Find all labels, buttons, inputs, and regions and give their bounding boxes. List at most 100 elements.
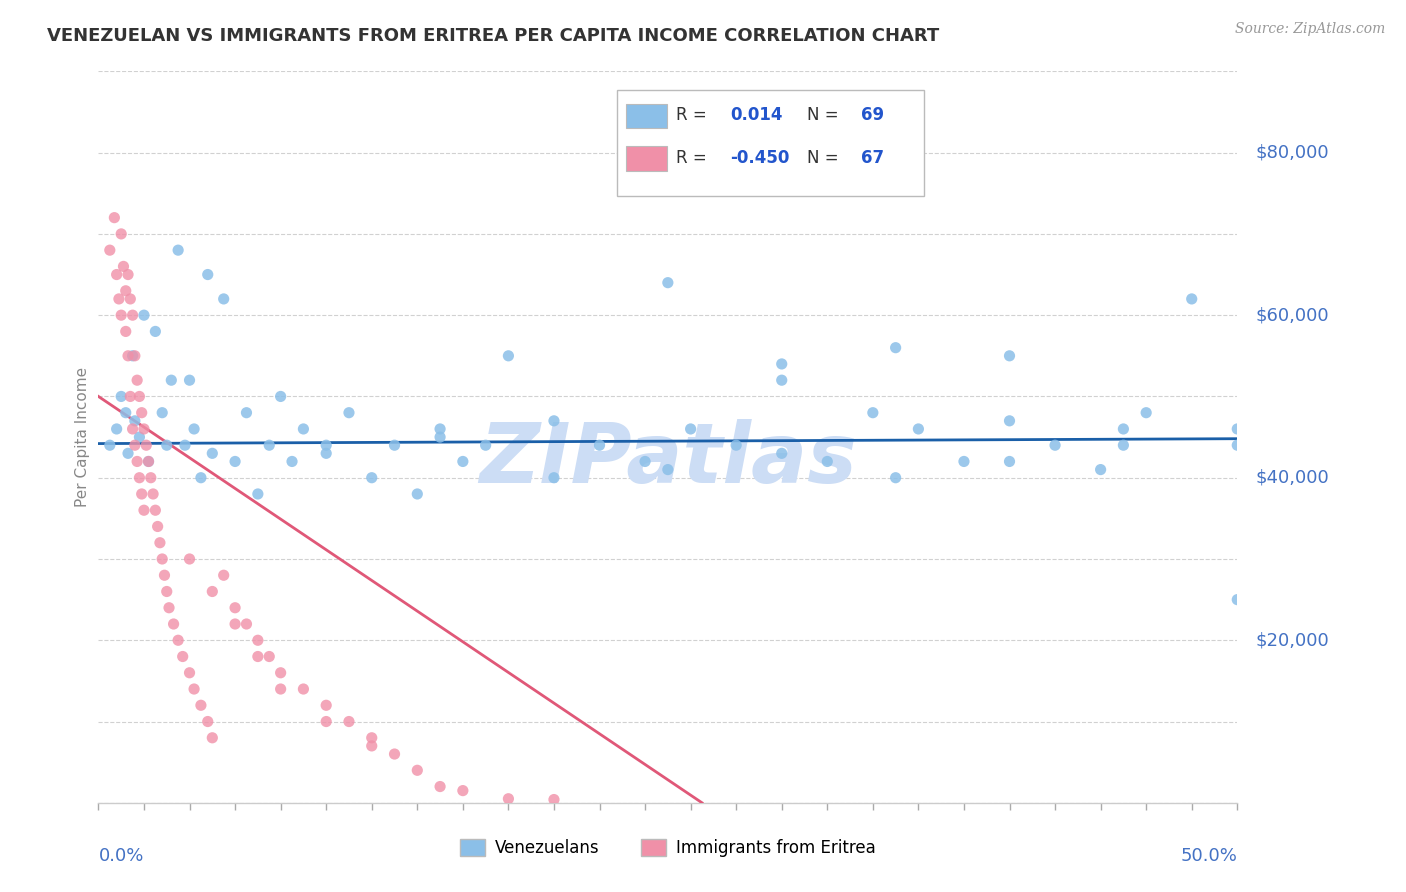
Point bbox=[270, 681, 292, 696]
Point bbox=[270, 389, 292, 403]
Point bbox=[679, 422, 702, 436]
Point bbox=[315, 698, 337, 713]
Point bbox=[281, 454, 304, 468]
Point bbox=[953, 454, 976, 468]
Point bbox=[174, 438, 197, 452]
Point bbox=[121, 422, 143, 436]
Point bbox=[190, 471, 212, 485]
Point bbox=[212, 568, 235, 582]
Point bbox=[120, 292, 142, 306]
Point bbox=[128, 389, 150, 403]
Text: N =: N = bbox=[807, 106, 844, 124]
Point bbox=[124, 438, 146, 452]
Point bbox=[451, 454, 474, 468]
Point bbox=[259, 649, 281, 664]
Point bbox=[259, 438, 281, 452]
Point bbox=[201, 584, 224, 599]
Point bbox=[292, 681, 315, 696]
Point bbox=[384, 438, 406, 452]
Point bbox=[128, 471, 150, 485]
Point bbox=[360, 731, 382, 745]
Point bbox=[197, 714, 219, 729]
Point bbox=[121, 308, 143, 322]
Point bbox=[112, 260, 135, 274]
Point bbox=[1043, 438, 1066, 452]
Point bbox=[117, 446, 139, 460]
Point bbox=[132, 503, 155, 517]
Point bbox=[770, 357, 793, 371]
Point bbox=[884, 341, 907, 355]
Point bbox=[110, 308, 132, 322]
Point bbox=[150, 406, 173, 420]
Point bbox=[108, 292, 131, 306]
Point bbox=[1112, 438, 1135, 452]
Point bbox=[127, 454, 149, 468]
Point bbox=[197, 268, 219, 282]
Point bbox=[907, 422, 929, 436]
Point bbox=[138, 454, 160, 468]
Point bbox=[588, 438, 610, 452]
Text: 0.014: 0.014 bbox=[731, 106, 783, 124]
Point bbox=[138, 454, 160, 468]
Point bbox=[183, 681, 205, 696]
Point bbox=[474, 438, 496, 452]
Point bbox=[157, 600, 180, 615]
Y-axis label: Per Capita Income: Per Capita Income bbox=[75, 367, 90, 508]
Point bbox=[235, 617, 257, 632]
Point bbox=[429, 780, 451, 794]
Text: ZIPatlas: ZIPatlas bbox=[479, 418, 856, 500]
Point bbox=[1181, 292, 1204, 306]
Point bbox=[146, 519, 169, 533]
Point bbox=[270, 665, 292, 680]
Point bbox=[998, 349, 1021, 363]
FancyBboxPatch shape bbox=[626, 146, 666, 171]
Point bbox=[224, 600, 246, 615]
Point bbox=[128, 430, 150, 444]
Point bbox=[337, 406, 360, 420]
Point bbox=[179, 665, 201, 680]
Point bbox=[246, 633, 269, 648]
Point bbox=[315, 714, 337, 729]
Text: $20,000: $20,000 bbox=[1256, 632, 1329, 649]
Point bbox=[156, 438, 179, 452]
Point bbox=[770, 446, 793, 460]
Point bbox=[292, 422, 315, 436]
Point bbox=[1135, 406, 1157, 420]
Point bbox=[998, 454, 1021, 468]
FancyBboxPatch shape bbox=[626, 103, 666, 128]
FancyBboxPatch shape bbox=[617, 90, 924, 195]
Point bbox=[634, 454, 657, 468]
Point bbox=[998, 414, 1021, 428]
Point bbox=[167, 243, 190, 257]
Point bbox=[725, 438, 748, 452]
Point bbox=[190, 698, 212, 713]
Point bbox=[117, 268, 139, 282]
Point bbox=[862, 406, 884, 420]
Text: -0.450: -0.450 bbox=[731, 149, 790, 167]
Point bbox=[406, 487, 429, 501]
Point bbox=[98, 438, 121, 452]
Text: R =: R = bbox=[676, 149, 711, 167]
Text: 50.0%: 50.0% bbox=[1181, 847, 1237, 864]
Point bbox=[246, 649, 269, 664]
Point bbox=[451, 783, 474, 797]
Point bbox=[770, 373, 793, 387]
Text: 67: 67 bbox=[862, 149, 884, 167]
Point bbox=[98, 243, 121, 257]
Point bbox=[429, 430, 451, 444]
Point bbox=[815, 454, 838, 468]
Point bbox=[315, 438, 337, 452]
Point bbox=[120, 389, 142, 403]
Point bbox=[149, 535, 172, 549]
Text: Source: ZipAtlas.com: Source: ZipAtlas.com bbox=[1234, 22, 1385, 37]
Point bbox=[121, 349, 143, 363]
Point bbox=[135, 438, 157, 452]
Point bbox=[498, 791, 520, 805]
Point bbox=[1226, 438, 1249, 452]
Text: R =: R = bbox=[676, 106, 711, 124]
Point bbox=[201, 446, 224, 460]
Point bbox=[246, 487, 269, 501]
Point bbox=[153, 568, 176, 582]
Point bbox=[114, 406, 136, 420]
Point bbox=[131, 406, 153, 420]
